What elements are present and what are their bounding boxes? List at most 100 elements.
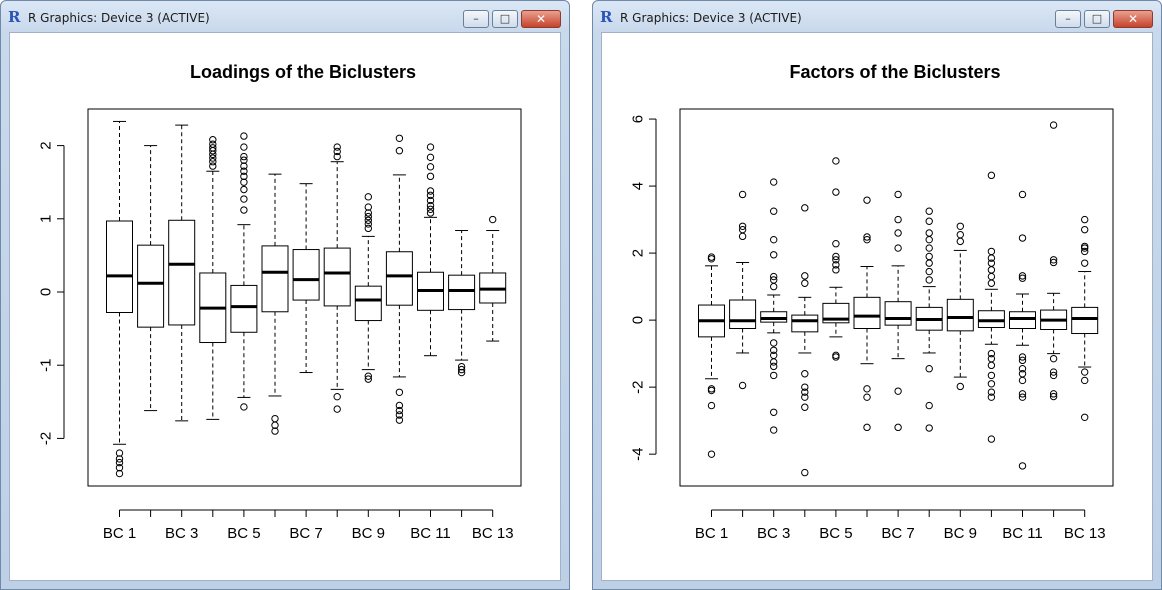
outlier-point: [987, 388, 996, 396]
outlier-point: [1081, 413, 1089, 422]
outlier-point: [956, 237, 964, 246]
window-titlebar[interactable]: R R Graphics: Device 3 (ACTIVE) – □ ✕: [1, 1, 569, 32]
plot-frame: [87, 108, 522, 487]
outlier-point: [457, 368, 466, 377]
outlier-point: [801, 370, 809, 378]
x-tick-label: BC 7: [289, 525, 322, 542]
outlier-point: [987, 272, 996, 281]
outlier-point: [1049, 258, 1058, 267]
box-iqr: [1071, 306, 1099, 335]
outlier-point: [770, 346, 778, 354]
box-8: [915, 207, 943, 432]
outlier-point: [1018, 365, 1027, 373]
box-iqr: [853, 296, 881, 329]
box-iqr: [977, 310, 1005, 328]
outlier-point: [863, 423, 871, 432]
x-tick-label: BC 11: [410, 525, 451, 542]
outlier-point: [395, 147, 404, 155]
outlier-point: [801, 468, 809, 477]
close-button[interactable]: ✕: [521, 10, 561, 28]
y-tick-label: 4: [630, 182, 647, 190]
outlier-point: [894, 190, 902, 199]
outlier-point: [426, 143, 435, 151]
box-9: [354, 193, 382, 383]
minimize-icon: –: [1065, 12, 1071, 25]
outlier-point: [333, 143, 341, 151]
outlier-point: [894, 244, 902, 252]
minimize-button[interactable]: –: [1055, 10, 1081, 28]
outlier-point: [925, 267, 933, 276]
outlier-point: [987, 247, 996, 256]
outlier-point: [395, 416, 404, 424]
box-5: [230, 132, 258, 411]
outlier-point: [770, 276, 778, 284]
outlier-point: [240, 178, 248, 186]
outlier-point: [333, 392, 341, 401]
outlier-point: [770, 426, 778, 434]
outlier-point: [894, 229, 902, 237]
close-button[interactable]: ✕: [1113, 10, 1153, 28]
outlier-point: [271, 427, 279, 435]
outlier-point: [1049, 392, 1058, 401]
maximize-icon: □: [499, 12, 511, 25]
minimize-button[interactable]: –: [463, 10, 489, 28]
outlier-point: [801, 403, 809, 411]
outlier-point: [426, 187, 435, 195]
outlier-point: [1081, 242, 1089, 251]
outlier-point: [925, 401, 933, 410]
box-iqr: [760, 311, 788, 323]
window-titlebar[interactable]: R R Graphics: Device 3 (ACTIVE) – □ ✕: [593, 1, 1161, 32]
outlier-point: [987, 259, 996, 267]
outlier-point: [1049, 121, 1058, 129]
outlier-point: [209, 162, 217, 170]
outlier-point: [770, 362, 778, 371]
box-iqr: [1009, 311, 1036, 329]
plot-area: Loadings of the Biclusters -2 -1 0 1 2 BC 1 BC…: [9, 32, 561, 581]
outlier-point: [832, 252, 840, 261]
outlier-point: [770, 235, 778, 244]
outlier-point: [738, 232, 747, 241]
box-12: [1040, 121, 1068, 401]
x-tick-label: BC 9: [352, 525, 385, 542]
outlier-point: [770, 339, 778, 347]
outlier-point: [395, 401, 404, 410]
box-iqr: [323, 247, 351, 307]
outlier-point: [115, 455, 124, 463]
outlier-point: [894, 215, 902, 224]
outlier-point: [364, 212, 372, 221]
maximize-button[interactable]: □: [492, 10, 518, 28]
outlier-point: [1049, 371, 1058, 380]
x-tick-label: BC 7: [881, 525, 914, 542]
outlier-point: [770, 371, 778, 380]
outlier-point: [770, 408, 778, 416]
box-iqr: [261, 245, 289, 313]
outlier-point: [925, 259, 933, 267]
outlier-point: [1018, 274, 1027, 282]
outlier-point: [271, 421, 279, 429]
outlier-point: [925, 276, 933, 284]
outlier-point: [832, 188, 840, 196]
outlier-point: [863, 235, 871, 244]
box-11: [1009, 190, 1036, 470]
y-tick-label: 0: [38, 288, 55, 296]
box-13: [1071, 215, 1099, 422]
outlier-point: [1081, 247, 1089, 256]
outlier-point: [1018, 390, 1027, 398]
outlier-point: [925, 235, 933, 244]
box-10: [385, 134, 413, 424]
y-tick-label: -1: [38, 359, 55, 372]
box-2: [729, 190, 757, 390]
outlier-point: [333, 147, 341, 156]
close-icon: ✕: [1127, 12, 1139, 26]
graphics-window-loadings: R R Graphics: Device 3 (ACTIVE) – □ ✕ Lo…: [0, 0, 570, 590]
outlier-point: [240, 403, 248, 411]
boxplot-factors: Factors of the Biclusters -4 -2 0 2 4 6 BC 1 BC…: [630, 62, 1114, 542]
outlier-point: [209, 154, 217, 162]
outlier-point: [426, 163, 435, 171]
outlier-point: [1081, 215, 1089, 224]
r-app-icon: R: [600, 8, 613, 26]
outlier-point: [832, 240, 840, 248]
maximize-button[interactable]: □: [1084, 10, 1110, 28]
outlier-point: [240, 185, 248, 194]
graphics-window-factors: R R Graphics: Device 3 (ACTIVE) – □ ✕ Fa…: [592, 0, 1162, 590]
